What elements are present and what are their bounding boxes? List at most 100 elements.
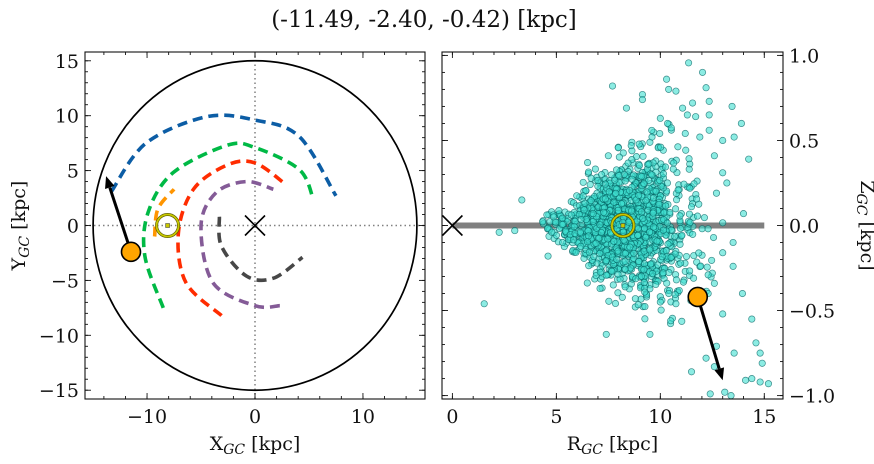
plot-area <box>442 59 772 399</box>
scatter-point <box>671 290 679 299</box>
scatter-point <box>674 143 682 151</box>
spiral-arm-2 <box>152 188 176 237</box>
scatter-point <box>693 212 702 220</box>
spiral-arm-3 <box>176 159 288 317</box>
scatter-point <box>670 159 678 167</box>
scatter-point <box>583 159 592 167</box>
scatter-point <box>586 181 594 189</box>
scatter-point <box>627 142 635 150</box>
scatter-point <box>672 205 680 213</box>
scatter-point <box>610 198 618 206</box>
scatter-point <box>639 152 647 160</box>
scatter-point <box>667 253 675 262</box>
scatter-point <box>650 223 658 231</box>
scatter-point <box>596 268 604 276</box>
y-axis-label-unit: [kpc] <box>856 215 874 270</box>
scatter-point <box>667 317 675 325</box>
scatter-point <box>621 257 629 265</box>
scatter-points <box>480 59 772 399</box>
scatter-point <box>550 213 558 221</box>
scatter-point <box>677 259 685 267</box>
scatter-point <box>608 267 616 275</box>
y-tick-label: 0.5 <box>789 130 819 152</box>
spiral-arm-4 <box>199 179 280 310</box>
scatter-point <box>676 224 684 233</box>
scatter-point <box>544 252 552 260</box>
scatter-point <box>679 104 687 112</box>
scatter-point <box>661 163 670 171</box>
target-marker <box>687 286 709 308</box>
scatter-point <box>555 207 563 215</box>
scatter-point <box>635 191 643 199</box>
scatter-point <box>579 192 587 200</box>
scatter-point <box>656 114 664 122</box>
scatter-point <box>727 392 735 399</box>
y-tick-label: 5 <box>67 161 79 183</box>
scatter-point <box>689 99 697 107</box>
sun-marker <box>155 213 180 238</box>
scatter-point <box>671 232 679 241</box>
scatter-point <box>577 242 585 250</box>
scatter-point <box>730 133 738 141</box>
scatter-point <box>659 170 668 178</box>
scatter-point <box>658 253 666 261</box>
scatter-point <box>702 354 710 362</box>
scatter-point <box>621 283 629 291</box>
scatter-point <box>687 368 696 376</box>
scatter-point <box>548 228 556 236</box>
scatter-point <box>648 171 656 179</box>
scatter-point <box>614 289 622 297</box>
scatter-point <box>693 195 701 203</box>
x-axis-label: RGC [kpc] <box>567 433 658 458</box>
scatter-point <box>719 169 727 177</box>
scatter-point <box>630 249 638 257</box>
scatter-point <box>635 258 643 266</box>
scatter-point <box>710 279 718 287</box>
scatter-point <box>712 189 721 197</box>
scatter-point <box>672 300 680 308</box>
figure-title: (-11.49, -2.40, -0.42) [kpc] <box>271 7 577 33</box>
scatter-point <box>652 280 660 289</box>
scatter-point <box>686 267 694 275</box>
scatter-point <box>745 155 753 163</box>
scatter-point <box>559 238 567 247</box>
velocity-arrow <box>696 296 721 370</box>
y-axis-label: YGC [kpc] <box>8 181 33 272</box>
scatter-point <box>698 225 706 233</box>
scatter-point <box>584 232 593 240</box>
scatter-point <box>758 359 766 367</box>
scatter-point <box>680 180 688 188</box>
scatter-point <box>604 152 612 160</box>
scatter-point <box>598 171 606 179</box>
scatter-point <box>621 249 629 257</box>
scatter-point <box>613 255 621 263</box>
scatter-point <box>634 301 642 309</box>
scatter-point <box>652 187 660 195</box>
scatter-point <box>686 218 694 226</box>
scatter-point <box>764 380 772 388</box>
scatter-point <box>567 211 575 219</box>
scatter-point <box>614 270 622 278</box>
scatter-point <box>710 152 718 160</box>
x-axis-label-subscript: GC <box>581 442 603 458</box>
scatter-point <box>590 253 598 261</box>
scatter-point <box>704 271 712 279</box>
scatter-point <box>719 136 727 145</box>
scatter-point <box>752 339 760 347</box>
scatter-point <box>604 235 612 243</box>
scatter-point <box>648 126 656 134</box>
scatter-point <box>558 220 566 228</box>
scatter-point <box>591 165 599 173</box>
scatter-point <box>618 293 626 301</box>
scatter-point <box>656 298 664 306</box>
scatter-point <box>666 208 674 217</box>
y-tick-label: −15 <box>39 380 79 402</box>
scatter-point <box>643 188 651 196</box>
scatter-point <box>585 248 593 256</box>
x-axis-label: XGC [kpc] <box>210 433 301 458</box>
scatter-point <box>587 197 595 205</box>
y-tick-label: −1.0 <box>789 386 835 408</box>
scatter-point <box>698 68 707 76</box>
scatter-point <box>657 306 665 314</box>
